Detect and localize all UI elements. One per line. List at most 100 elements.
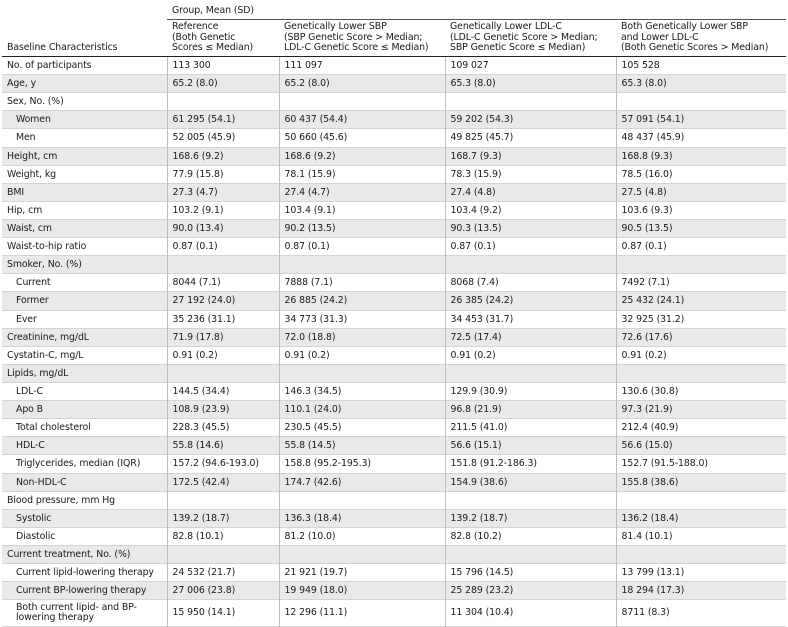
row-value: 27.5 (4.8) (615, 183, 787, 202)
table-row: BMI 27.3 (4.7) 27.4 (4.7) 27.4 (4.8) 27.5 (4… (2, 183, 787, 202)
row-label: HDL-C (16, 440, 45, 452)
row-value: 72.5 (17.4) (444, 328, 616, 347)
row-value: 65.3 (8.0) (615, 74, 787, 93)
row-value: 152.7 (91.5-188.0) (615, 454, 787, 474)
row-label: Former (16, 295, 49, 307)
row-value (444, 491, 616, 510)
row-value: 97.3 (21.9) (615, 400, 787, 419)
row-label: Current BP-lowering therapy (16, 585, 147, 597)
row-label: Waist, cm (7, 223, 52, 235)
row-value: 49 825 (45.7) (444, 128, 616, 148)
row-value (278, 364, 445, 383)
row-value: 18 294 (17.3) (615, 581, 787, 600)
row-value: 113 300 (166, 56, 279, 75)
row-value: 34 773 (31.3) (278, 310, 445, 329)
row-value: 82.8 (10.2) (444, 527, 616, 546)
row-value: 0.91 (0.2) (166, 346, 279, 365)
column-header-line: (SBP Genetic Score > Median; (284, 31, 423, 43)
row-value: 211.5 (41.0) (444, 418, 616, 437)
column-header-line: Scores ≤ Median) (172, 42, 254, 54)
row-value: 50 660 (45.6) (278, 128, 445, 148)
row-value: 78.1 (15.9) (278, 165, 445, 184)
row-value: 0.87 (0.1) (166, 237, 279, 256)
table-header: Group, Mean (SD) Baseline Characteristic… (2, 2, 787, 57)
table-row: Apo B 108.9 (23.9) 110.1 (24.0) 96.8 (21.9)… (2, 400, 787, 419)
row-value: 55.8 (14.6) (166, 436, 279, 455)
table-row: HDL-C 55.8 (14.6) 55.8 (14.5) 56.6 (15.1) 56… (2, 436, 787, 455)
table-row: Current lipid-lowering therapy 24 532 (21… (2, 563, 787, 582)
row-value (278, 545, 445, 564)
table-row: Waist-to-hip ratio 0.87 (0.1) 0.87 (0.1) 0.… (2, 237, 787, 256)
row-value: 105 528 (615, 56, 787, 75)
row-value: 57 091 (54.1) (615, 110, 787, 129)
table-row: Former 27 192 (24.0) 26 885 (24.2) 26 385 (… (2, 291, 787, 311)
table-row: Triglycerides, median (IQR) 157.2 (94.6-1… (2, 454, 787, 474)
row-value: 90.5 (13.5) (615, 219, 787, 238)
row-value: 110.1 (24.0) (278, 400, 445, 419)
row-value: 27 006 (23.8) (166, 581, 279, 600)
table-row: Current 8044 (7.1) 7888 (7.1) 8068 (7.4) 749… (2, 273, 787, 292)
row-value: 7492 (7.1) (615, 273, 787, 292)
row-value: 172.5 (42.4) (166, 473, 279, 492)
row-value: 130.6 (30.8) (615, 382, 787, 401)
row-value: 19 949 (18.0) (278, 581, 445, 600)
table-row: Creatinine, mg/dL 71.9 (17.8) 72.0 (18.8) 7… (2, 328, 787, 347)
row-value: 60 437 (54.4) (278, 110, 445, 129)
row-value (444, 545, 616, 564)
row-value (615, 255, 787, 274)
row-value (444, 92, 616, 111)
row-value: 0.91 (0.2) (444, 346, 616, 365)
row-value: 21 921 (19.7) (278, 563, 445, 582)
row-label: Hip, cm (7, 204, 43, 216)
row-value: 228.3 (45.5) (166, 418, 279, 437)
row-value: 158.8 (95.2-195.3) (278, 454, 445, 474)
column-header-line: (LDL-C Genetic Score > Median; (450, 31, 598, 43)
header-spacer (2, 2, 167, 20)
row-value (278, 92, 445, 111)
row-value: 154.9 (38.6) (444, 473, 616, 492)
row-value: 61 295 (54.1) (166, 110, 279, 129)
row-value: 15 796 (14.5) (444, 563, 616, 582)
row-value: 32 925 (31.2) (615, 310, 787, 329)
row-value (444, 364, 616, 383)
row-value: 11 304 (10.4) (444, 599, 616, 627)
table-row: Systolic 139.2 (18.7) 136.3 (18.4) 139.2 (1… (2, 509, 787, 528)
row-label: Ever (16, 313, 37, 325)
row-label: Current (16, 277, 51, 289)
row-label: Waist-to-hip ratio (7, 241, 87, 253)
row-value: 111 097 (278, 56, 445, 75)
row-value (166, 491, 279, 510)
row-label: Diastolic (16, 530, 56, 542)
row-value (615, 364, 787, 383)
column-header-line: Both Genetically Lower SBP (621, 21, 748, 33)
column-header-line: (Both Genetic (172, 31, 236, 43)
row-value: 26 385 (24.2) (444, 291, 616, 311)
column-header-line: and Lower LDL-C (621, 31, 699, 43)
table-row: Weight, kg 77.9 (15.8) 78.1 (15.9) 78.3 (15… (2, 165, 787, 184)
row-value (615, 92, 787, 111)
row-label: Age, y (7, 78, 37, 90)
row-value: 230.5 (45.5) (278, 418, 445, 437)
row-value: 168.6 (9.2) (278, 147, 445, 166)
row-value (166, 255, 279, 274)
row-value (166, 545, 279, 564)
row-value: 8711 (8.3) (615, 599, 787, 627)
row-value: 168.6 (9.2) (166, 147, 279, 166)
row-label: Non-HDL-C (16, 476, 67, 488)
row-label: Cystatin-C, mg/L (7, 349, 84, 361)
row-value: 78.3 (15.9) (444, 165, 616, 184)
row-value: 0.87 (0.1) (278, 237, 445, 256)
row-value: 90.0 (13.4) (166, 219, 279, 238)
row-value: 78.5 (16.0) (615, 165, 787, 184)
row-value: 0.91 (0.2) (278, 346, 445, 365)
row-value: 109 027 (444, 56, 616, 75)
row-value: 157.2 (94.6-193.0) (166, 454, 279, 474)
row-label: Total cholesterol (16, 422, 91, 434)
row-value: 8044 (7.1) (166, 273, 279, 292)
row-value: 151.8 (91.2-186.3) (444, 454, 616, 474)
row-value: 65.3 (8.0) (444, 74, 616, 93)
row-value: 77.9 (15.8) (166, 165, 279, 184)
row-label: Smoker, No. (%) (7, 259, 82, 271)
row-value: 0.87 (0.1) (444, 237, 616, 256)
